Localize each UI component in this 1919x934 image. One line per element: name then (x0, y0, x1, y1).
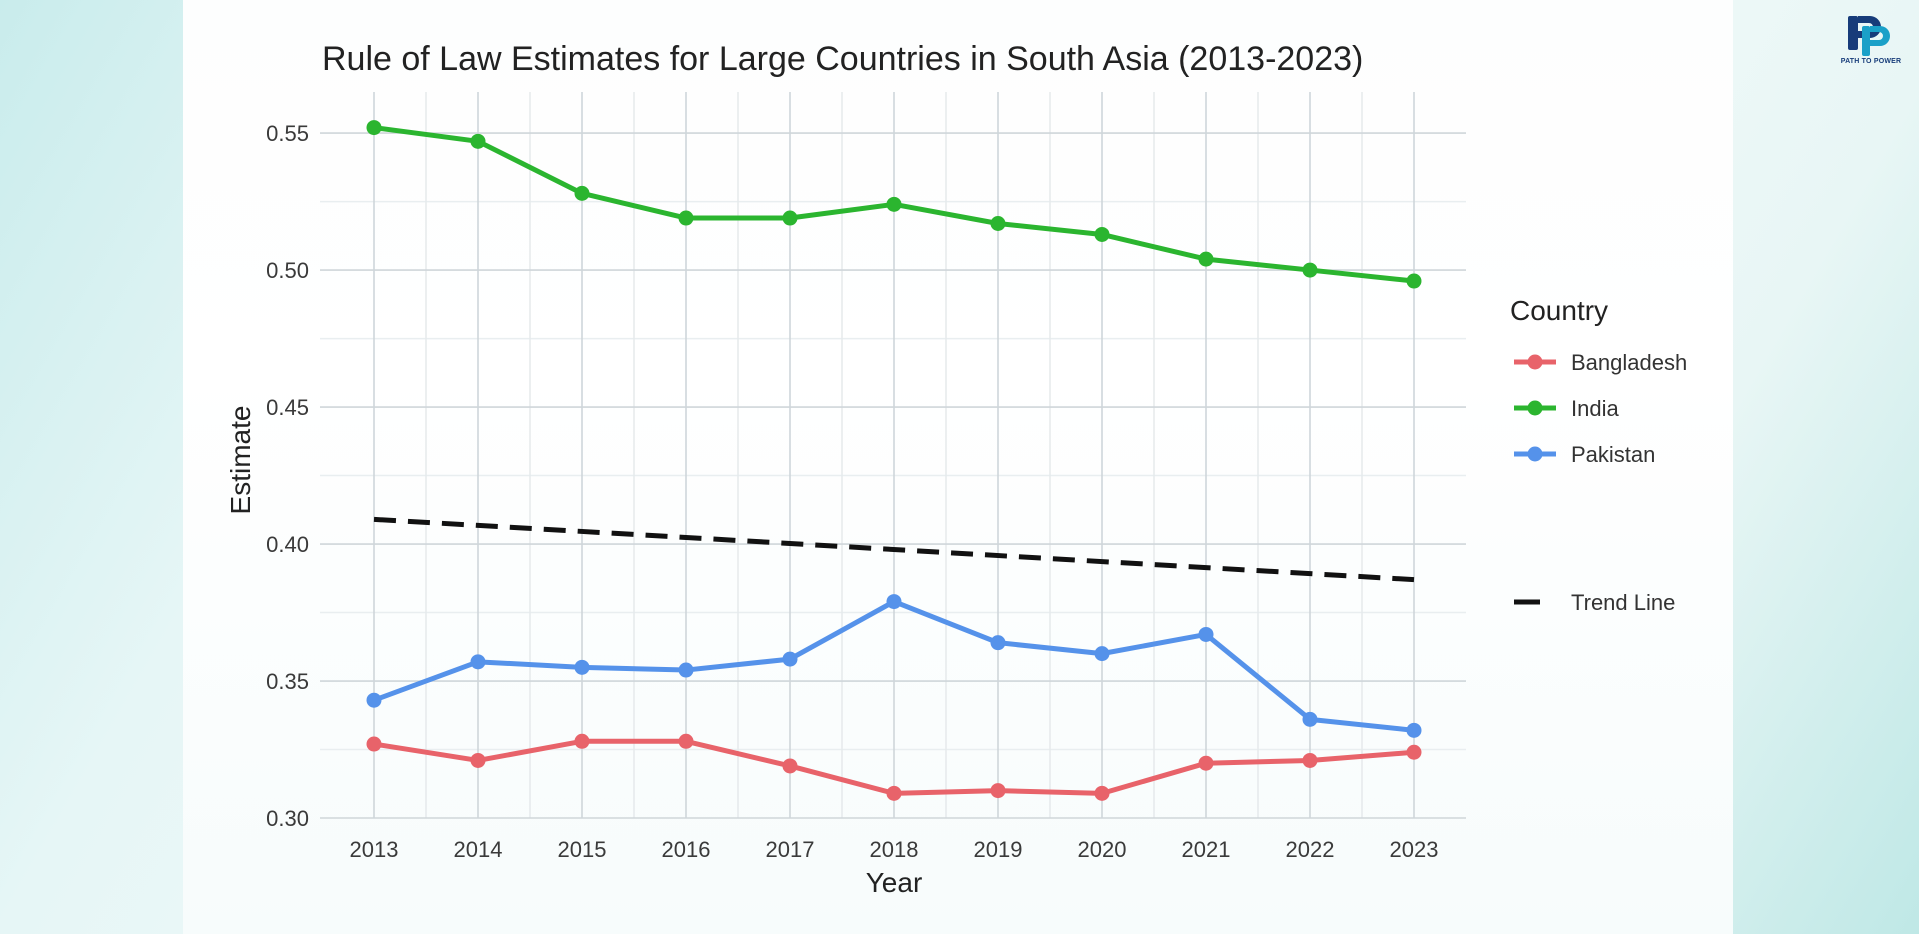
point-india (678, 210, 694, 226)
y-axis-label: Estimate (225, 406, 256, 515)
point-bangladesh (366, 736, 382, 752)
chart-title: Rule of Law Estimates for Large Countrie… (322, 40, 1363, 78)
x-tick-label: 2015 (558, 837, 607, 862)
x-tick-label: 2016 (662, 837, 711, 862)
legend-title: Country (1510, 295, 1608, 326)
trend-line (373, 516, 1415, 583)
point-pakistan (678, 662, 694, 678)
chart-panel (183, 0, 1733, 934)
y-tick-label: 0.30 (266, 806, 309, 831)
point-bangladesh (678, 733, 694, 749)
point-bangladesh (574, 733, 590, 749)
point-bangladesh (990, 783, 1006, 799)
point-bangladesh (1406, 744, 1422, 760)
point-india (1094, 226, 1110, 242)
legend-marker-india (1527, 400, 1543, 416)
y-tick-label: 0.35 (266, 669, 309, 694)
x-tick-label: 2020 (1078, 837, 1127, 862)
point-pakistan (990, 635, 1006, 651)
point-india (990, 216, 1006, 232)
path-to-power-logo (1848, 16, 1890, 56)
x-tick-label: 2022 (1286, 837, 1335, 862)
point-india (886, 196, 902, 212)
point-india (470, 133, 486, 149)
point-bangladesh (886, 785, 902, 801)
point-india (1198, 251, 1214, 267)
point-bangladesh (1198, 755, 1214, 771)
point-pakistan (1094, 646, 1110, 662)
y-tick-label: 0.40 (266, 532, 309, 557)
x-tick-label: 2021 (1182, 837, 1231, 862)
logo-text: PATH TO POWER (1840, 58, 1902, 65)
point-india (782, 210, 798, 226)
x-tick-label: 2017 (766, 837, 815, 862)
point-pakistan (574, 659, 590, 675)
x-tick-label: 2013 (350, 837, 399, 862)
legend-marker-pakistan (1527, 446, 1543, 462)
axes: 0.30 0.35 0.40 0.45 0.50 0.55 2013 2014 2015 2016… (266, 121, 1438, 862)
x-tick-label: 2018 (870, 837, 919, 862)
grid (320, 92, 1466, 819)
point-pakistan (366, 692, 382, 708)
x-tick-label: 2019 (974, 837, 1023, 862)
series-layer (366, 120, 1422, 801)
point-pakistan (1302, 711, 1318, 727)
point-pakistan (782, 651, 798, 667)
trend-line-layer (373, 516, 1415, 583)
x-tick-label: 2023 (1390, 837, 1439, 862)
legend-label: Bangladesh (1571, 350, 1687, 375)
point-india (574, 185, 590, 201)
legend-marker-bangladesh (1527, 354, 1543, 370)
point-pakistan (1406, 722, 1422, 738)
point-bangladesh (1302, 752, 1318, 768)
point-india (1406, 273, 1422, 289)
point-bangladesh (782, 758, 798, 774)
y-tick-label: 0.55 (266, 121, 309, 146)
point-pakistan (1198, 626, 1214, 642)
point-india (1302, 262, 1318, 278)
point-bangladesh (470, 752, 486, 768)
legend-label: India (1571, 396, 1619, 421)
y-tick-label: 0.50 (266, 258, 309, 283)
x-axis-label: Year (866, 867, 923, 898)
point-pakistan (470, 654, 486, 670)
point-bangladesh (1094, 785, 1110, 801)
y-tick-label: 0.45 (266, 395, 309, 420)
point-india (366, 120, 382, 136)
legend-label: Pakistan (1571, 442, 1655, 467)
legend: Country Bangladesh India Pakistan Trend Lin… (1510, 295, 1687, 615)
legend-label: Trend Line (1571, 590, 1675, 615)
x-tick-label: 2014 (454, 837, 503, 862)
point-pakistan (886, 594, 902, 610)
